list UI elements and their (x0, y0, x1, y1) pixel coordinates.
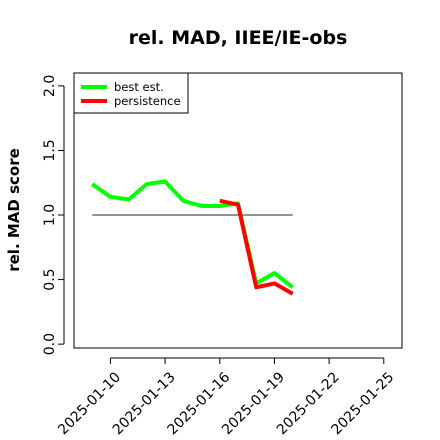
axes: 0.00.51.01.52.02025-01-102025-01-132025-… (42, 75, 397, 438)
plot-frame (73, 72, 403, 349)
y-tick-label: 0.0 (42, 333, 58, 355)
series-line-best-est (91, 179, 294, 289)
y-tick-label: 1.5 (42, 139, 58, 161)
y-axis-label: rel. MAD score (5, 148, 23, 272)
legend-label: persistence (114, 94, 181, 108)
series-line-persistence (219, 198, 294, 296)
legend: best est.persistence (73, 72, 189, 114)
y-tick-label: 1.0 (42, 204, 58, 226)
y-tick-label: 0.5 (42, 268, 58, 290)
y-tick-label: 2.0 (42, 75, 58, 97)
legend-label: best est. (114, 80, 164, 94)
plot-content (91, 179, 294, 296)
legend-box (73, 72, 189, 114)
chart-title: rel. MAD, IIEE/IE-obs (129, 27, 348, 49)
